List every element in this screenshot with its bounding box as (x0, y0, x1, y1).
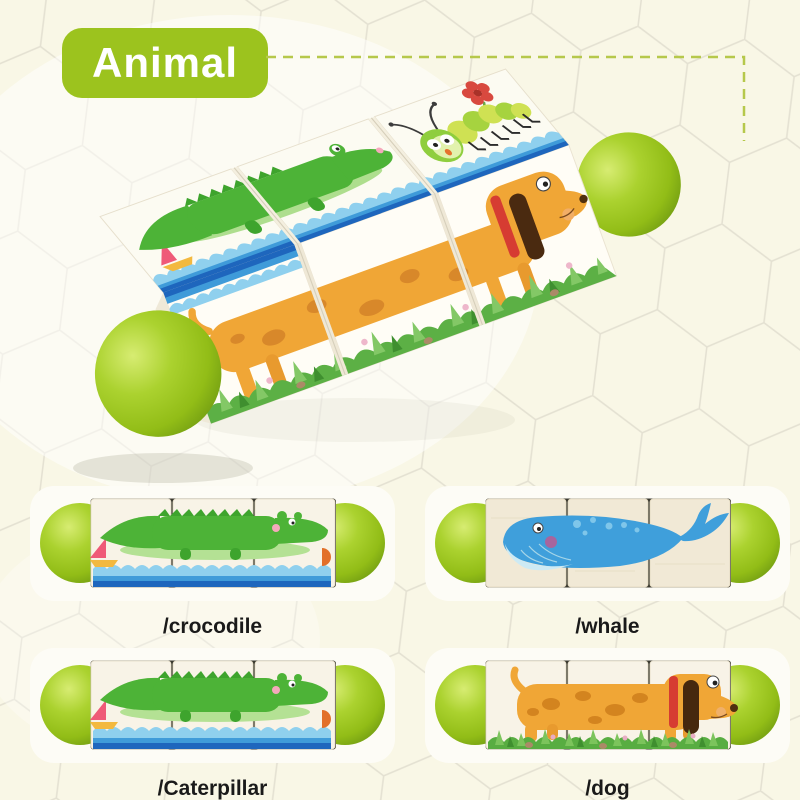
dog-variant-photo (425, 648, 790, 763)
variant-gallery: /crocodile /whale /Caterpillar /dog (30, 486, 790, 800)
caterpillar-illustration (388, 81, 541, 163)
toy-shadow (73, 453, 253, 483)
caterpillar-variant-photo (30, 648, 395, 763)
block-seams (231, 116, 486, 376)
left-end-cap (94, 310, 222, 437)
toy-shadow-2 (195, 398, 515, 442)
gallery-item-whale: /whale (425, 486, 790, 640)
gallery-caption: /crocodile (162, 615, 263, 638)
gallery-item-crocodile: /crocodile (30, 486, 395, 640)
main-product-photo (73, 68, 681, 483)
wave-border-front (163, 244, 303, 316)
gallery-caption: /Caterpillar (157, 777, 268, 800)
whale-variant-photo (425, 486, 790, 601)
category-badge-label: Animal (92, 39, 239, 86)
top-face-art (139, 81, 569, 293)
toy-group (94, 68, 681, 437)
front-face-art (163, 171, 617, 424)
gallery-caption: /dog (585, 777, 630, 800)
crocodile-variant-photo (30, 486, 395, 601)
gallery-caption: /whale (575, 615, 640, 638)
gallery-item-caterpillar: /Caterpillar (30, 648, 395, 800)
category-badge: Animal (62, 28, 269, 98)
wave-border-top (153, 131, 569, 293)
right-end-cap (576, 132, 681, 237)
flower-icon (461, 81, 494, 116)
gallery-item-dog: /dog (425, 648, 790, 800)
crocodile-top-illustration (139, 143, 393, 250)
grass-border (207, 257, 617, 424)
